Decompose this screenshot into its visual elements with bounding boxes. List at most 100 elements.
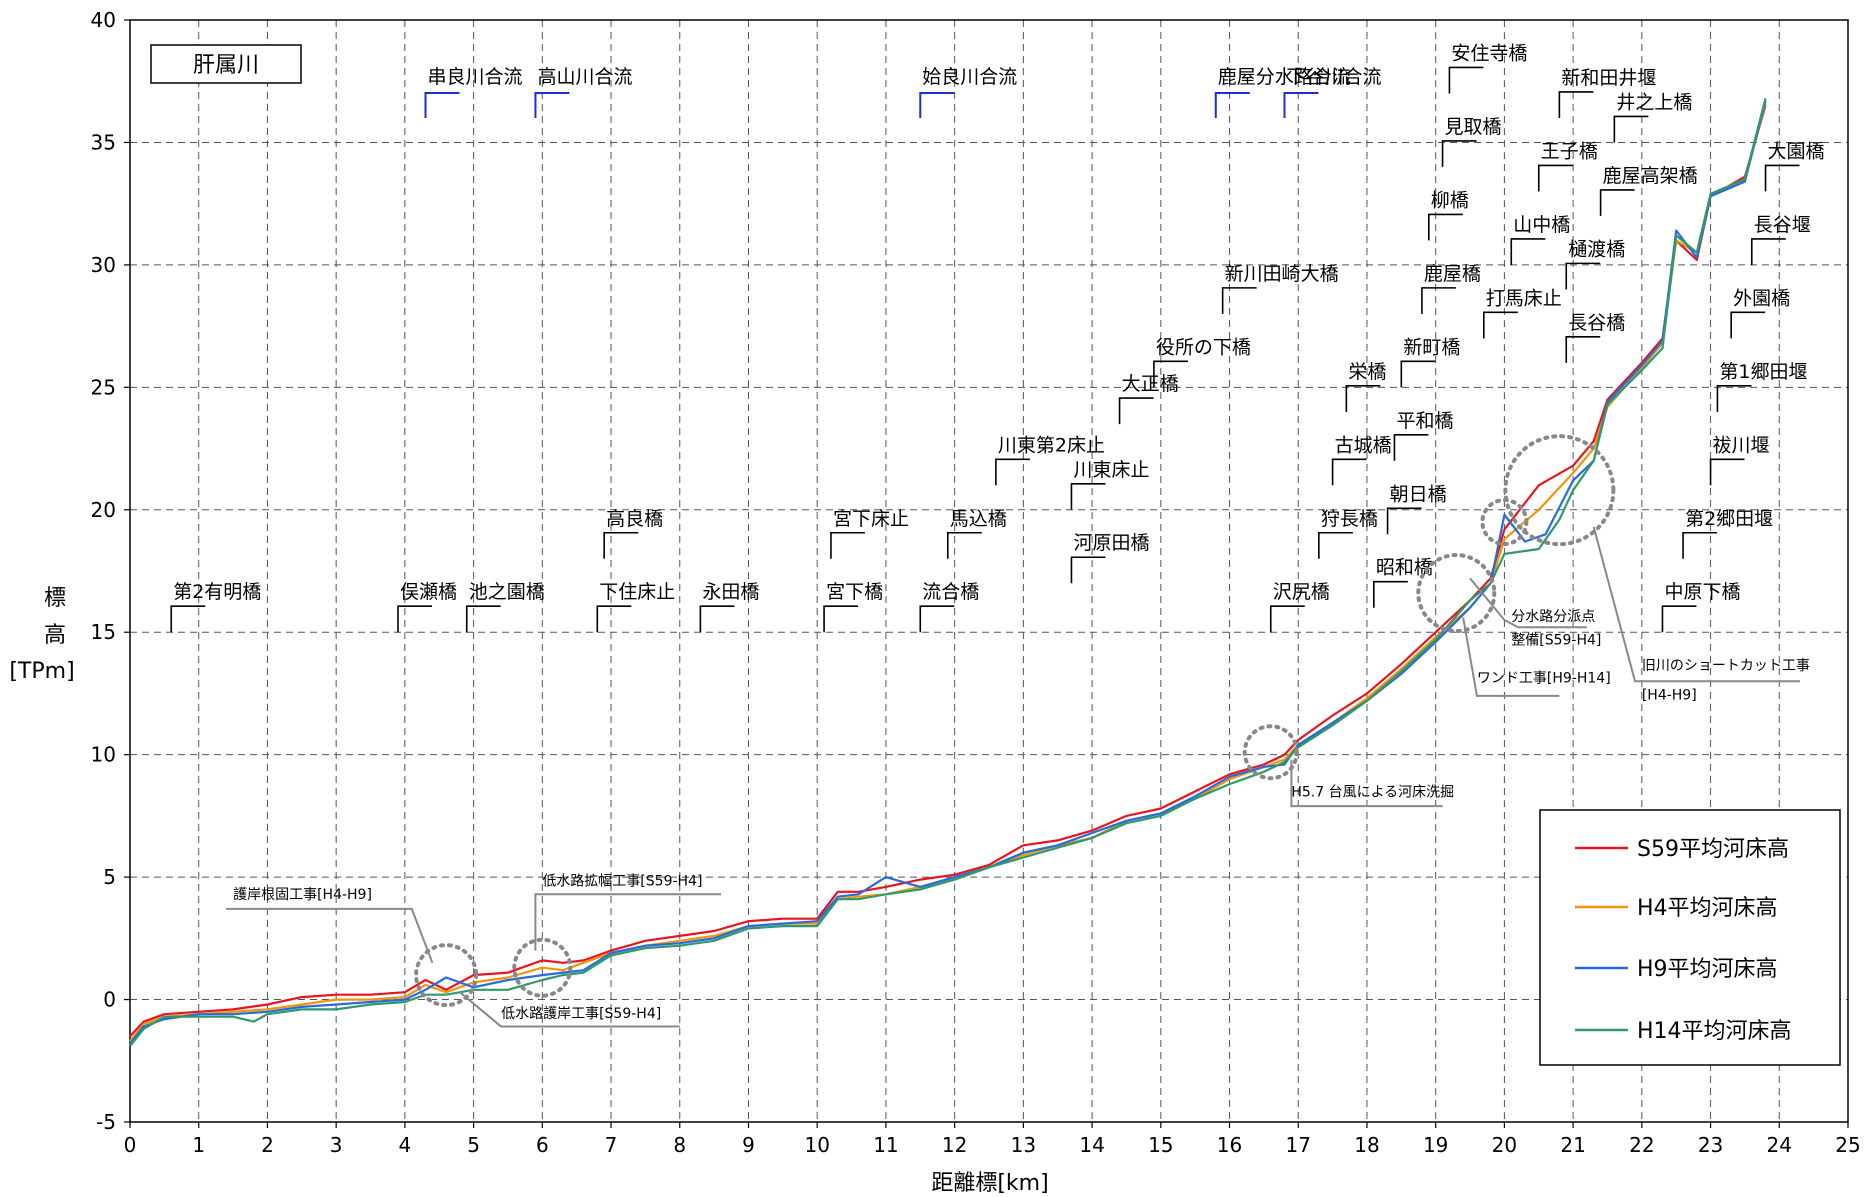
annotation-label: 低水路護岸工事[S59-H4]: [501, 1006, 661, 1022]
bridge-label: 第2郷田堰: [1685, 508, 1773, 530]
y-tick-label: 15: [91, 620, 116, 644]
bridge-marker: [1318, 531, 1353, 559]
bridge-marker: [1510, 238, 1546, 265]
bridge-label: 見取橋: [1445, 116, 1502, 138]
bridge-label: 新川田崎大橋: [1225, 263, 1339, 285]
bridge-marker: [1070, 482, 1106, 510]
bridge-marker: [1709, 458, 1745, 486]
annotation-circle: [1416, 553, 1497, 634]
bridge-marker: [919, 605, 955, 633]
x-tick-label: 23: [1698, 1133, 1723, 1157]
bridge-label: 安住寺橋: [1451, 42, 1527, 64]
series-line: [129, 103, 1767, 1042]
y-axis-title: 標 高 [TPm]: [9, 586, 74, 684]
bridge-marker: [170, 605, 206, 633]
annotation-circle: [512, 937, 573, 998]
x-tick-label: 11: [873, 1133, 898, 1157]
bridge-marker: [1269, 605, 1305, 633]
bridge-marker: [1764, 164, 1800, 192]
legend-label: H4平均河床高: [1637, 896, 1778, 921]
x-tick-label: 21: [1560, 1133, 1585, 1157]
bridge-marker: [1070, 556, 1106, 584]
x-tick-label: 24: [1767, 1133, 1792, 1157]
y-tick-label: 0: [103, 988, 116, 1012]
bridge-label: 王子橋: [1541, 140, 1598, 162]
bridge-label: 第2有明橋: [173, 581, 261, 603]
series-line: [129, 100, 1767, 1045]
x-tick-label: 6: [536, 1133, 549, 1157]
x-tick-label: 5: [467, 1133, 480, 1157]
bridge-label: 宮下橋: [826, 581, 883, 603]
bridge-marker: [1428, 213, 1463, 241]
bridge-label: 狩長橋: [1321, 508, 1378, 530]
bridge-marker: [596, 605, 632, 633]
bridge-label: 樋渡橋: [1568, 238, 1625, 260]
bridge-label: 川東第2床止: [998, 434, 1105, 456]
y-tick-label: 20: [91, 498, 116, 522]
annotation-label: H5.7 台風による河床洗掘: [1291, 784, 1454, 800]
y-tick-label: 25: [91, 375, 116, 399]
bridge-label: 川東床止: [1073, 459, 1149, 481]
bridge-label: 沢尻橋: [1273, 581, 1330, 603]
x-tick-label: 20: [1492, 1133, 1517, 1157]
y-tick-label: 35: [91, 130, 116, 154]
bridge-marker: [465, 605, 501, 633]
bridge-marker: [1613, 115, 1649, 143]
x-tick-label: 3: [330, 1133, 343, 1157]
axes: [129, 19, 1849, 1123]
bridge-label: 中原下橋: [1664, 581, 1740, 603]
bridge-label: 流合橋: [922, 581, 979, 603]
bridge-label: 下住床止: [599, 581, 675, 603]
bridge-marker: [1730, 311, 1766, 339]
bridge-marker: [1153, 360, 1188, 388]
bridge-label: 外園橋: [1733, 287, 1790, 309]
bridge-label: 大正橋: [1122, 373, 1179, 395]
y-tick-label: 10: [91, 743, 116, 767]
bridge-label: 役所の下橋: [1156, 336, 1251, 358]
bridge-marker: [1421, 287, 1456, 314]
legend-label: H9平均河床高: [1637, 957, 1778, 982]
annotation-label: 整備[S59-H4]: [1511, 632, 1601, 648]
bridge-label: 朝日橋: [1390, 483, 1447, 505]
annotation-label: 分水路分派点: [1511, 609, 1595, 625]
bridge-marker: [1537, 164, 1573, 192]
annotation-label: 旧川のショートカット工事: [1642, 658, 1810, 674]
bridge-label: 祓川堰: [1713, 434, 1770, 456]
confluence-marker: [919, 91, 955, 118]
bridge-marker: [995, 458, 1030, 486]
annotation-circle: [1503, 434, 1616, 547]
x-tick-label: 16: [1217, 1133, 1242, 1157]
legend-label: S59平均河床高: [1637, 837, 1789, 862]
x-tick-label: 25: [1835, 1133, 1860, 1157]
bridge-marker: [1400, 360, 1436, 388]
y-tick-label: 40: [91, 8, 116, 32]
bridge-marker: [1565, 262, 1601, 290]
annotation-circle: [1242, 724, 1299, 781]
bridge-label: 昭和橋: [1376, 557, 1433, 579]
annotation-circle: [414, 943, 479, 1008]
x-tick-label: 19: [1423, 1133, 1448, 1157]
annotation-leader: [1469, 577, 1587, 629]
confluence-label: 姶良川合流: [922, 66, 1017, 88]
confluence-label: 下谷川合流: [1286, 66, 1381, 88]
y-tick-label: 30: [91, 253, 116, 277]
confluence-marker: [534, 91, 570, 118]
chart-title: 肝属川: [193, 53, 259, 78]
bridge-marker: [1448, 66, 1484, 94]
bridge-marker: [1373, 580, 1408, 608]
plot-frame: [129, 19, 1849, 1123]
series-line: [129, 98, 1767, 1047]
bridge-label: 鹿屋高架橋: [1603, 165, 1698, 187]
bridge-label: 第1郷田堰: [1719, 361, 1807, 383]
bridge-marker: [1441, 140, 1477, 167]
bridge-label: 俣瀬橋: [400, 581, 457, 603]
confluence-label: 鹿屋分水路合流: [1218, 66, 1351, 88]
bridge-label: 永田橋: [702, 581, 759, 603]
bridge-marker: [1221, 287, 1257, 314]
annotation-leader: [1592, 526, 1800, 683]
bridge-label: 山中橋: [1513, 214, 1570, 236]
legend: S59平均河床高 H4平均河床高 H9平均河床高 H14平均河床高: [1539, 809, 1841, 1066]
x-tick-label: 9: [742, 1133, 755, 1157]
